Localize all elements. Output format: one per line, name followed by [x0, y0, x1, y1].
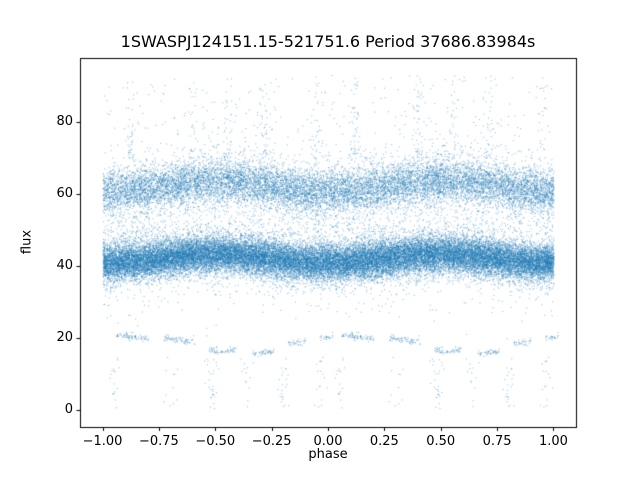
x-tick-label: −0.25	[251, 434, 292, 449]
x-axis-label: phase	[308, 447, 348, 462]
y-axis-label: flux	[19, 229, 35, 255]
x-tick-label: 0.00	[313, 434, 343, 449]
x-tick-label: −1.00	[82, 434, 123, 449]
x-tick-label: 0.50	[426, 434, 456, 449]
x-tick-label: 0.75	[482, 434, 512, 449]
x-tick-label: −0.75	[138, 434, 179, 449]
y-tick-label: 0	[64, 402, 73, 418]
y-tick-label: 20	[56, 330, 73, 346]
x-tick-label: 1.00	[538, 434, 568, 449]
y-tick-label: 40	[56, 257, 73, 273]
x-tick-label: 0.25	[369, 434, 399, 449]
y-tick-label: 60	[56, 185, 73, 201]
plot-title: 1SWASPJ124151.15-521751.6 Period 37686.8…	[120, 32, 536, 51]
x-tick-label: −0.50	[195, 434, 236, 449]
y-tick-label: 80	[56, 113, 73, 129]
